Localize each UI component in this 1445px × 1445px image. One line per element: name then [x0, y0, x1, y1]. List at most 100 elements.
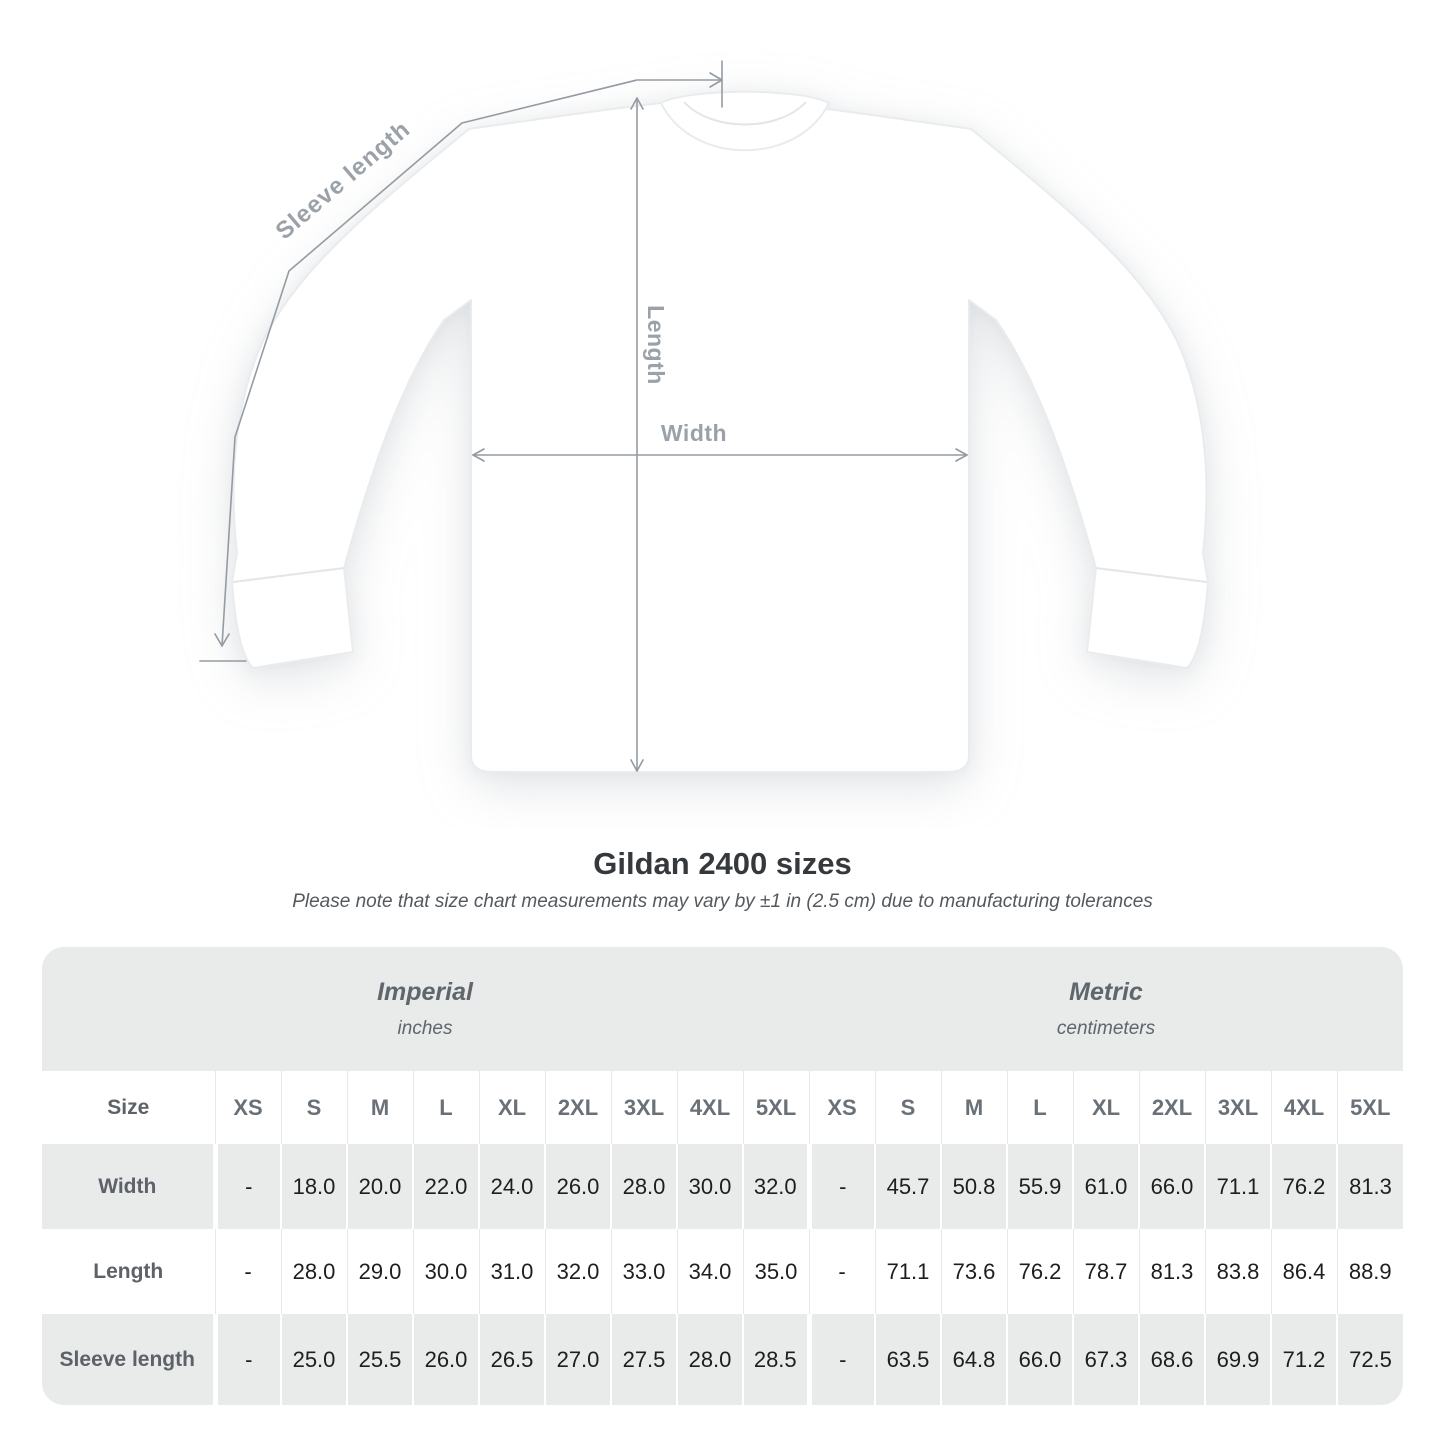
shirt-right-cuff-line [1095, 567, 1208, 583]
measurement-value-cell: 29.0 [347, 1229, 414, 1314]
measurement-value-cell: 28.0 [611, 1144, 678, 1229]
measurement-value-cell: 28.0 [677, 1314, 744, 1405]
measurement-row-label: Sleeve length [42, 1314, 218, 1405]
width-arrow [472, 448, 968, 462]
measurement-value-cell: 86.4 [1271, 1229, 1338, 1314]
imperial-header-unit: inches [397, 1018, 453, 1039]
measurement-value-cell: 72.5 [1337, 1314, 1403, 1405]
measurement-value-cell: 81.3 [1337, 1144, 1403, 1229]
measurement-value-cell: 66.0 [1007, 1314, 1074, 1405]
size-header-cell: 3XL [611, 1071, 678, 1144]
size-header-cell: XS [215, 1071, 282, 1144]
measurement-value-cell: 81.3 [1139, 1229, 1206, 1314]
measurement-value-cell: 18.0 [281, 1144, 348, 1229]
measurement-value-cell: 55.9 [1007, 1144, 1074, 1229]
measurement-row-label: Width [42, 1144, 218, 1229]
measurement-value-cell: 64.8 [941, 1314, 1008, 1405]
measurement-value-cell: - [215, 1144, 282, 1229]
measurement-value-cell: 73.6 [941, 1229, 1008, 1314]
measurement-value-cell: 71.1 [875, 1229, 942, 1314]
size-header-cell: 2XL [1139, 1071, 1206, 1144]
shirt-diagram: Sleeve length Length Width [199, 60, 1209, 773]
measurement-value-cell: - [215, 1229, 282, 1314]
shirt-left-cuff-line [232, 567, 345, 583]
measurement-value-cell: 32.0 [743, 1144, 812, 1229]
measurement-value-cell: 20.0 [347, 1144, 414, 1229]
size-table: Imperial inches Metric centimeters Size X… [42, 947, 1403, 1405]
size-header-cell: 5XL [743, 1071, 810, 1144]
measurement-value-cell: - [215, 1314, 282, 1405]
size-header-cell: 4XL [677, 1071, 744, 1144]
imperial-header-title: Imperial [377, 978, 473, 1006]
measurement-value-cell: 67.3 [1073, 1314, 1140, 1405]
measurement-value-cell: - [809, 1229, 876, 1314]
measurement-value-cell: 33.0 [611, 1229, 678, 1314]
tolerance-note: Please note that size chart measurements… [292, 891, 1153, 912]
measurement-value-cell: 68.6 [1139, 1314, 1206, 1405]
measurement-value-cell: 50.8 [941, 1144, 1008, 1229]
measurement-value-cell: 24.0 [479, 1144, 546, 1229]
measurement-value-cell: 25.5 [347, 1314, 414, 1405]
measurement-value-cell: 45.7 [875, 1144, 942, 1229]
page-title: Gildan 2400 sizes [593, 846, 852, 881]
shirt-collar-inner-line [683, 101, 807, 126]
measurement-value-cell: 31.0 [479, 1229, 546, 1314]
imperial-header: Imperial inches [377, 978, 473, 1040]
measurement-value-cell: 71.2 [1271, 1314, 1338, 1405]
size-header-cell: 2XL [545, 1071, 612, 1144]
shirt-collar [660, 90, 830, 152]
size-header-cell: M [941, 1071, 1008, 1144]
measurement-value-cell: 26.5 [479, 1314, 546, 1405]
size-header-cell: 5XL [1337, 1071, 1403, 1144]
shirt-diagram-svg: Sleeve length Length Width [199, 60, 1209, 773]
shirt-outline [231, 102, 1209, 773]
measurement-value-cell: 63.5 [875, 1314, 942, 1405]
measurement-value-cell: 22.0 [413, 1144, 480, 1229]
size-header-cell: 4XL [1271, 1071, 1338, 1144]
size-header-cell: 3XL [1205, 1071, 1272, 1144]
size-header-cell: S [281, 1071, 348, 1144]
sleeve-length-arrow [199, 60, 723, 662]
size-header-cell: S [875, 1071, 942, 1144]
measurement-row-label: Length [42, 1229, 216, 1314]
measurement-value-cell: 61.0 [1073, 1144, 1140, 1229]
size-header-cell: XS [809, 1071, 876, 1144]
metric-header: Metric centimeters [1057, 978, 1155, 1040]
measurement-value-cell: 30.0 [677, 1144, 744, 1229]
measurement-value-cell: 66.0 [1139, 1144, 1206, 1229]
measurement-value-cell: 78.7 [1073, 1229, 1140, 1314]
measurement-value-cell: 76.2 [1271, 1144, 1338, 1229]
measurement-value-cell: 35.0 [743, 1229, 810, 1314]
length-label: Length [643, 305, 669, 385]
measurement-value-cell: 88.9 [1337, 1229, 1403, 1314]
measurement-value-cell: 71.1 [1205, 1144, 1272, 1229]
width-label: Width [661, 420, 727, 446]
measurement-value-cell: 28.5 [743, 1314, 812, 1405]
measurement-value-cell: 83.8 [1205, 1229, 1272, 1314]
size-corner-header: Size [42, 1071, 216, 1144]
size-table-grid: Size XS S M L XL 2XL 3XL 4XL 5XL XS S M L XL 2XL 3XL 4XL 5… [42, 1071, 1403, 1405]
size-header-cell: XL [1073, 1071, 1140, 1144]
measurement-value-cell: 25.0 [281, 1314, 348, 1405]
unit-header-band: Imperial inches Metric centimeters [42, 947, 1403, 1071]
length-arrow [630, 97, 644, 772]
size-header-cell: L [1007, 1071, 1074, 1144]
measurement-value-cell: - [809, 1144, 876, 1229]
measurement-value-cell: 26.0 [545, 1144, 612, 1229]
measurement-value-cell: 27.5 [611, 1314, 678, 1405]
measurement-value-cell: 76.2 [1007, 1229, 1074, 1314]
measurement-value-cell: 30.0 [413, 1229, 480, 1314]
measurement-value-cell: 28.0 [281, 1229, 348, 1314]
shirt-illustration [231, 90, 1209, 773]
measurement-value-cell: 34.0 [677, 1229, 744, 1314]
measurement-value-cell: 32.0 [545, 1229, 612, 1314]
size-header-cell: M [347, 1071, 414, 1144]
size-header-cell: L [413, 1071, 480, 1144]
measurement-value-cell: 26.0 [413, 1314, 480, 1405]
metric-header-unit: centimeters [1056, 1018, 1156, 1039]
measurement-value-cell: 69.9 [1205, 1314, 1272, 1405]
size-header-cell: XL [479, 1071, 546, 1144]
metric-header-title: Metric [1069, 978, 1143, 1006]
measurement-value-cell: 27.0 [545, 1314, 612, 1405]
